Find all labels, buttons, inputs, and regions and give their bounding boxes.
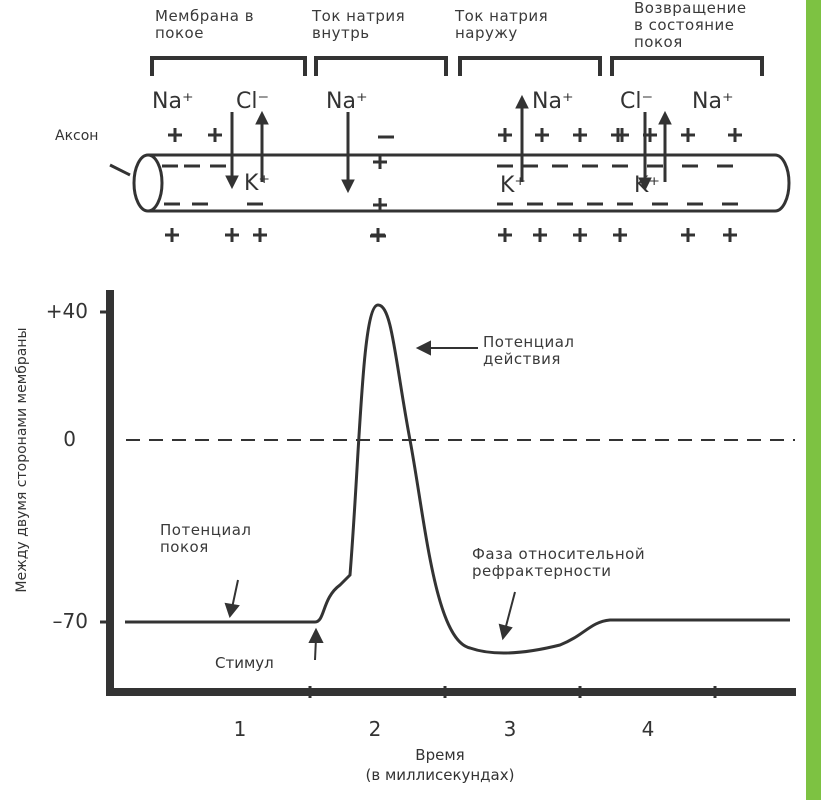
y-tick-label: +40 <box>46 299 88 323</box>
ion-label: Na⁺ <box>326 89 368 114</box>
ion-arrow-head <box>255 110 269 125</box>
axon-label: Аксон <box>55 128 98 144</box>
ion-label: K⁺ <box>500 173 526 198</box>
refractory-label: Фаза относительной рефрактерности <box>472 545 646 580</box>
x-tick-label: 2 <box>369 717 382 741</box>
ion-arrow-head <box>658 110 672 125</box>
ion-arrows <box>225 94 672 194</box>
ion-arrow-head <box>225 175 239 190</box>
side-bar <box>806 0 821 800</box>
charge-signs <box>162 128 742 242</box>
x-axis-unit: (в миллисекундах) <box>366 766 515 784</box>
ion-arrow-head <box>341 179 355 194</box>
phase-label: Ток натрия внутрь <box>312 7 406 42</box>
x-tick-label: 1 <box>234 717 247 741</box>
ion-arrow-head <box>638 177 652 192</box>
ion-label: Cl⁻ <box>236 89 269 114</box>
ion-label: Na⁺ <box>692 89 734 114</box>
ion-label: Cl⁻ <box>620 89 653 114</box>
phase-label: Ток натрия наружу <box>455 7 549 42</box>
ion-label: Na⁺ <box>532 89 574 114</box>
phase-label: Мембрана в покое <box>155 7 255 42</box>
axon <box>109 153 791 213</box>
ion-arrow-head <box>515 94 529 109</box>
x-tick-label: 3 <box>504 717 517 741</box>
y-tick-label: –70 <box>53 609 88 633</box>
stimulus-label: Стимул <box>215 654 274 672</box>
resting-potential-label: Потенциал покоя <box>160 521 252 556</box>
potential-curve <box>125 303 790 655</box>
y-axis-label: Между двумя сторонами мембраны <box>14 327 30 592</box>
graph-axes <box>100 290 796 698</box>
ion-label: K⁺ <box>244 171 270 196</box>
ion-label: K⁺ <box>634 173 660 198</box>
annotation-arrows <box>224 340 516 661</box>
action-potential-label: Потенциал действия <box>483 333 575 368</box>
phase-brackets <box>150 56 764 76</box>
x-tick-label: 4 <box>642 717 655 741</box>
x-axis-label: Время <box>415 746 464 764</box>
phase-label: Возвращение в состояние покоя <box>634 0 747 51</box>
ion-label: Na⁺ <box>152 89 194 114</box>
y-tick-label: 0 <box>63 427 76 451</box>
